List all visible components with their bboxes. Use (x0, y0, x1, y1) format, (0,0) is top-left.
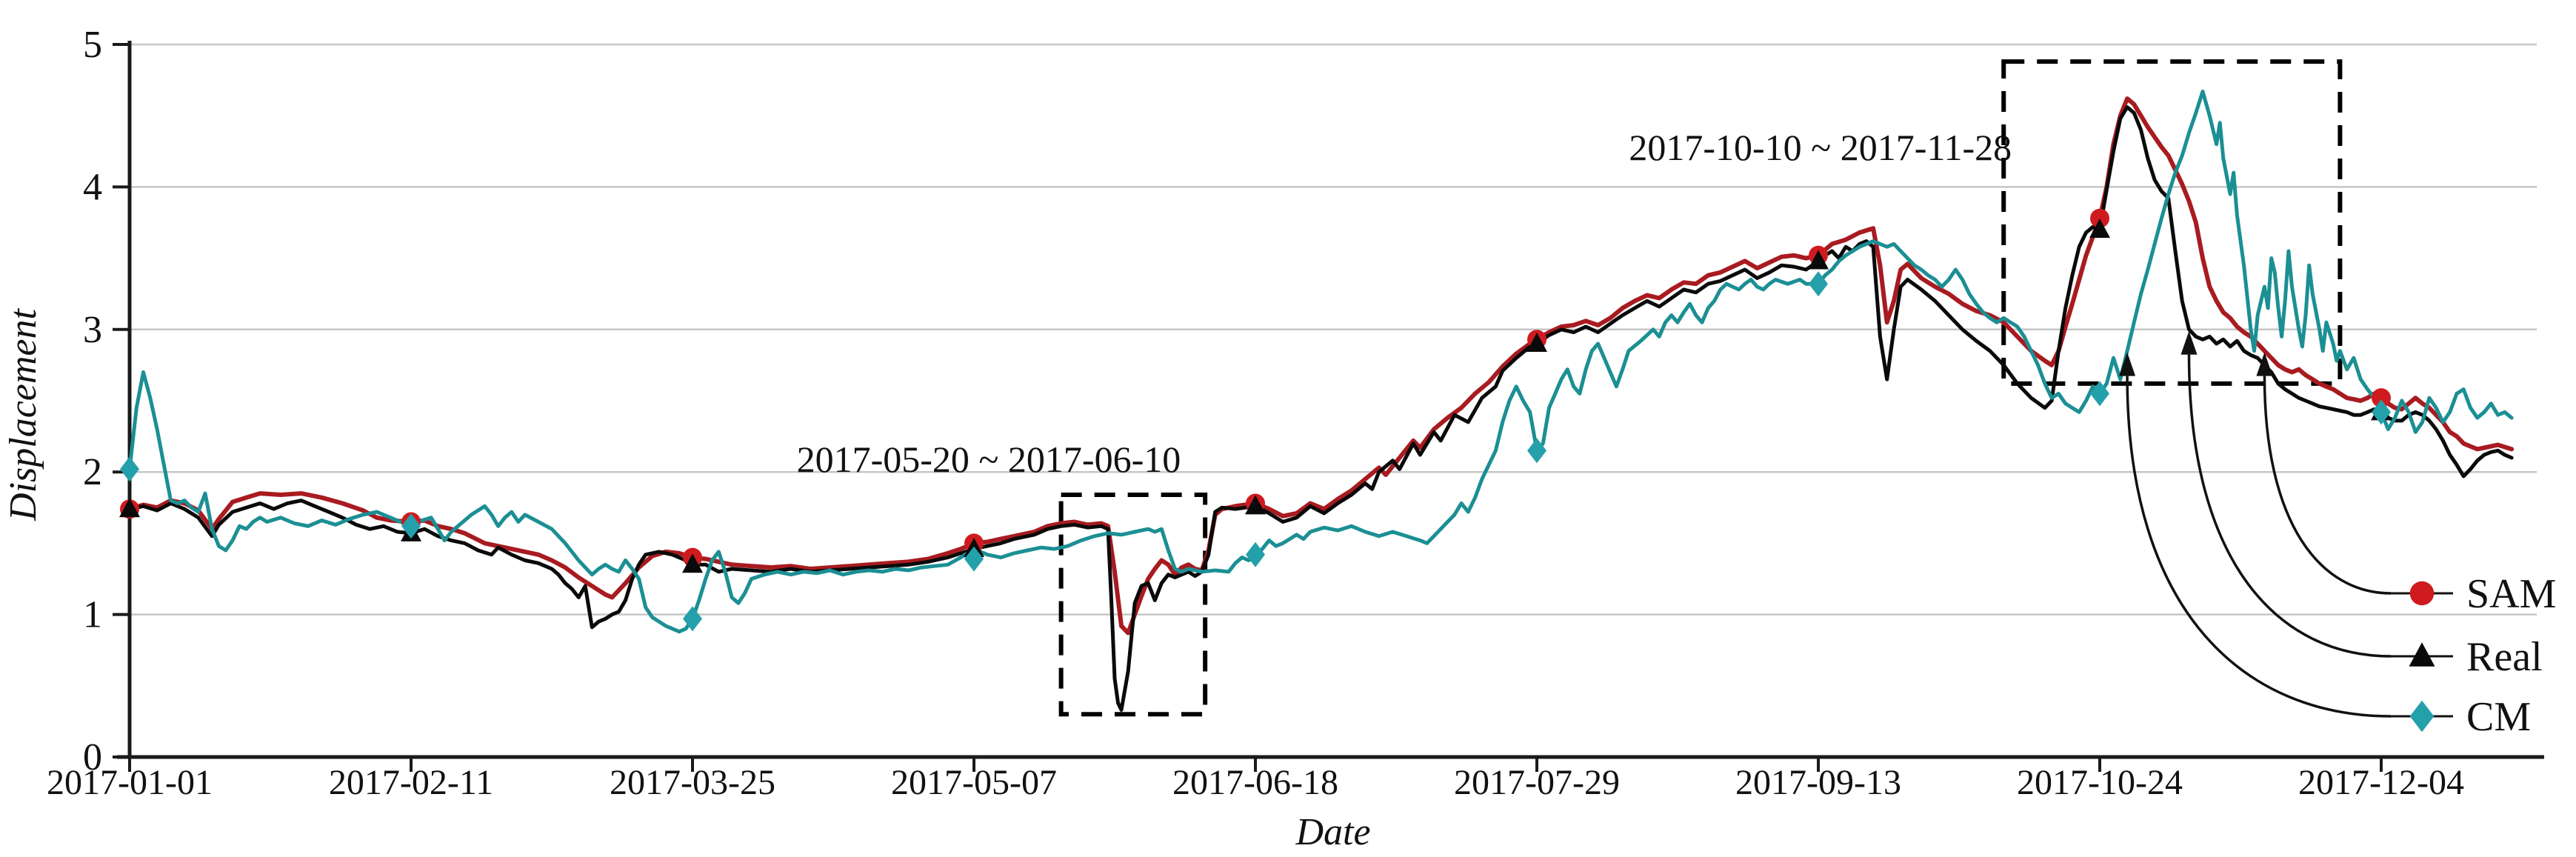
cm-marker (120, 456, 139, 482)
annotation-box-2 (2001, 59, 2343, 386)
cm-marker (964, 546, 984, 572)
y-tick-label: 0 (83, 736, 102, 778)
x-tick-label: 2017-09-13 (1735, 763, 1901, 802)
x-tick-label: 2017-01-01 (47, 763, 213, 802)
sam-line (127, 96, 2515, 636)
sam-marker (2090, 208, 2109, 228)
real-marker (1808, 250, 1829, 270)
y-tick-label: 3 (83, 309, 102, 351)
annotation-box-1 (1058, 492, 1208, 717)
cm-marker (683, 606, 702, 632)
y-tick-label: 5 (83, 24, 102, 66)
y-axis-title: Displacement (2, 307, 44, 521)
legend-arrow-sam (2263, 376, 2392, 595)
cm-line (127, 90, 2514, 634)
legend-arrow-real (2187, 354, 2392, 658)
legend-label-cm: CM (2466, 694, 2531, 740)
legend-arrowhead-cm (2119, 352, 2136, 376)
real-marker (2089, 219, 2110, 239)
legend-arrow-cm (2126, 376, 2392, 718)
real-line (127, 105, 2514, 712)
legend-sam-marker-icon (2409, 581, 2435, 606)
x-tick-label: 2017-06-18 (1172, 763, 1338, 802)
x-tick-label: 2017-12-04 (2298, 763, 2464, 802)
annotation-label-1: 2017-05-20 ~ 2017-06-10 (797, 438, 1181, 480)
legend-cm-marker-icon (2409, 700, 2435, 733)
y-tick-label: 1 (83, 594, 102, 636)
legend-arrowhead-real (2180, 330, 2198, 355)
y-tick-label: 4 (83, 166, 102, 208)
real-marker (119, 498, 140, 518)
real-marker (1245, 495, 1266, 515)
cm-marker (1246, 541, 1265, 567)
cm-marker (2090, 381, 2109, 407)
legend-label-real: Real (2466, 634, 2543, 680)
sam-marker (2372, 388, 2391, 408)
x-tick-label: 2017-10-24 (2017, 763, 2183, 802)
x-tick-label: 2017-07-29 (1454, 763, 1620, 802)
cm-marker (1527, 438, 1546, 464)
cm-marker (1809, 271, 1828, 297)
legend-real-marker-icon (2409, 642, 2435, 667)
legend-arrowhead-sam (2256, 352, 2273, 376)
real-marker (1526, 333, 1547, 353)
x-tick-label: 2017-02-11 (329, 763, 493, 802)
x-tick-label: 2017-05-07 (891, 763, 1057, 802)
cm-marker (2372, 399, 2391, 425)
x-axis-title: Date (1295, 811, 1370, 853)
real-marker (682, 553, 703, 573)
legend-label-sam: SAM (2466, 571, 2556, 617)
cm-marker (401, 513, 421, 539)
annotation-label-2: 2017-10-10 ~ 2017-11-28 (1629, 127, 2012, 168)
y-tick-label: 2 (83, 451, 102, 493)
x-tick-label: 2017-03-25 (610, 763, 775, 802)
